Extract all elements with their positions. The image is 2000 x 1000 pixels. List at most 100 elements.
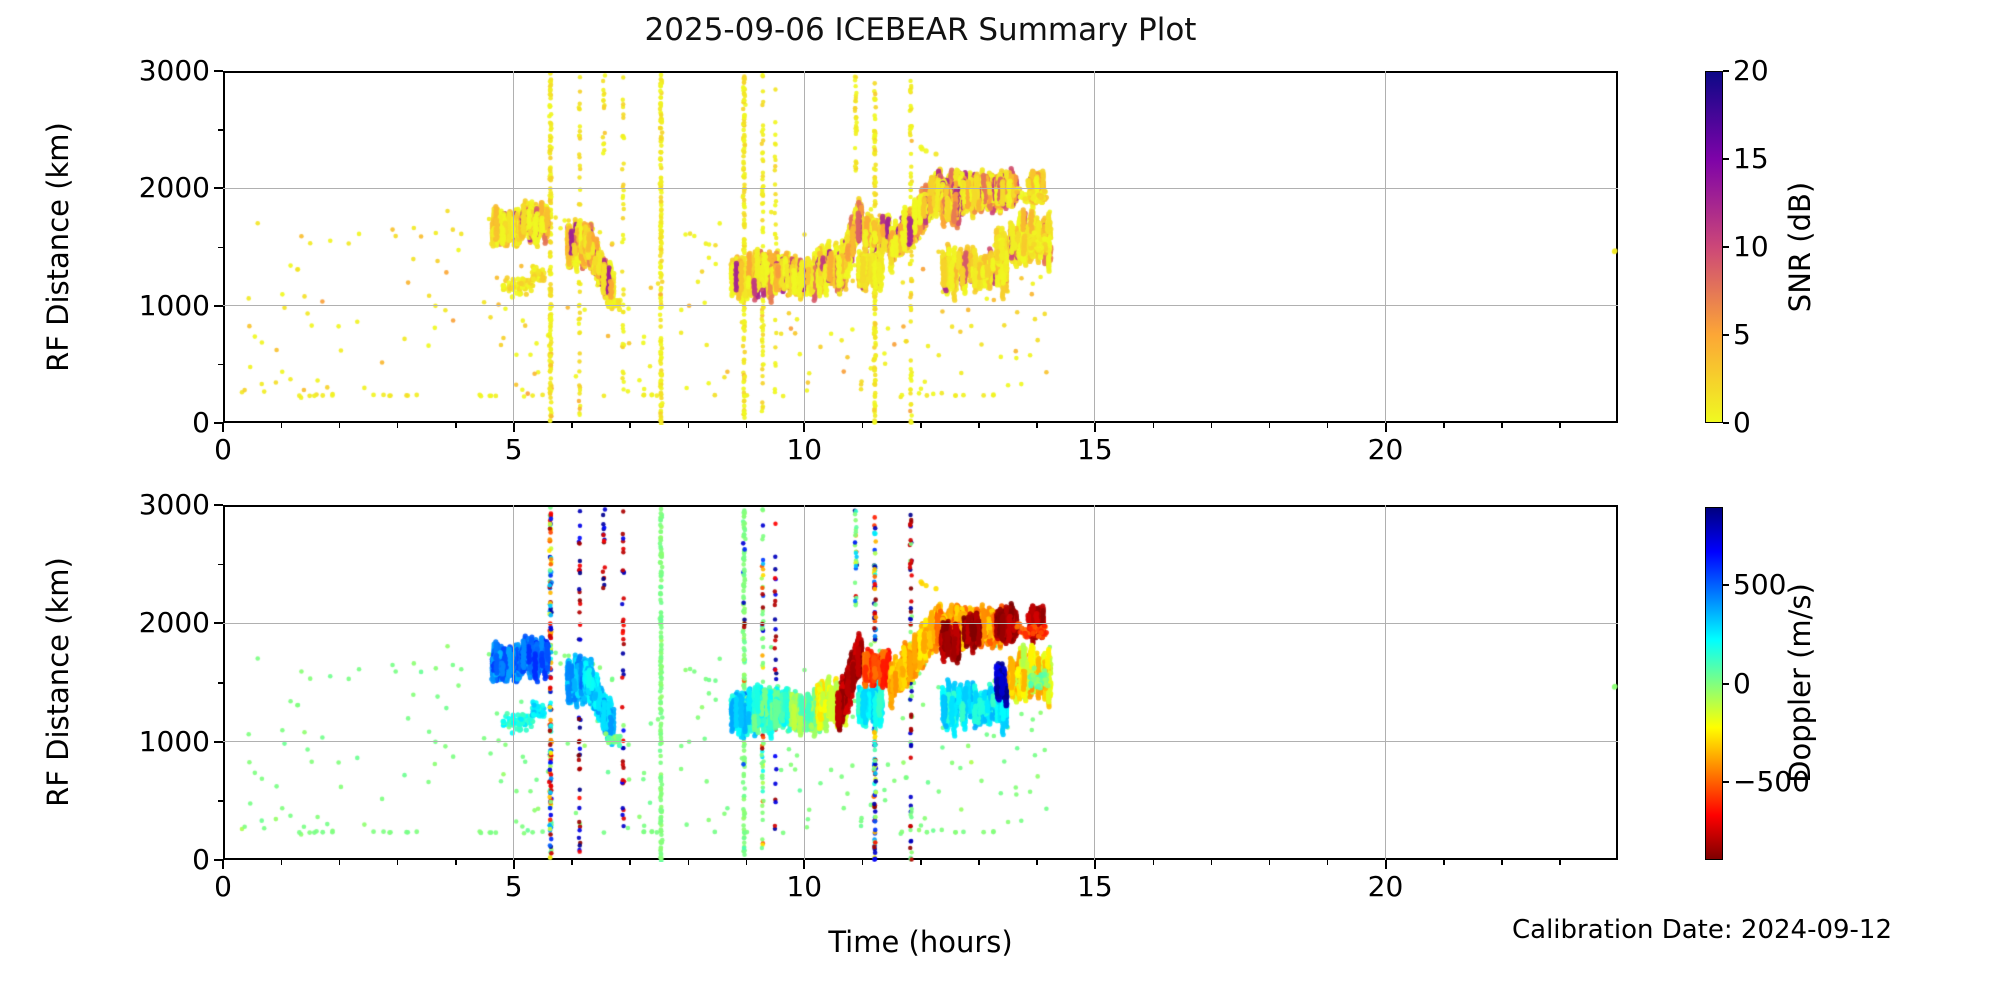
- vertical-gridline: [803, 505, 805, 860]
- x-tick-label: 5: [504, 870, 523, 903]
- y-tick-label: 2000: [138, 606, 210, 640]
- x-minor-tick: [1559, 860, 1561, 865]
- x-minor-tick: [396, 860, 399, 865]
- x-major-tick: [1384, 423, 1387, 432]
- x-tick-label: 15: [1077, 870, 1113, 903]
- x-major-tick: [1384, 860, 1387, 869]
- colorbar-tick: [1723, 70, 1729, 72]
- x-tick-label: 20: [1367, 870, 1404, 903]
- y-tick-label: 3000: [138, 488, 210, 521]
- y-tick-label: 1000: [138, 288, 210, 322]
- doppler-scatter-canvas: [225, 507, 1620, 862]
- x-minor-tick: [280, 423, 283, 428]
- vertical-gridline: [513, 71, 515, 423]
- y-minor-tick: [218, 129, 223, 131]
- x-axis-label: Time (hours): [828, 925, 1013, 959]
- colorbar-tick: [1723, 682, 1729, 685]
- y-major-tick: [214, 859, 223, 861]
- x-minor-tick: [1326, 423, 1329, 428]
- colorbar-tick: [1723, 780, 1729, 783]
- x-minor-tick: [455, 860, 457, 865]
- x-minor-tick: [1268, 860, 1271, 865]
- colorbar-tick-label: 0: [1733, 406, 1751, 439]
- x-tick-label: 20: [1367, 433, 1404, 466]
- x-tick-label: 5: [504, 433, 523, 466]
- vertical-gridline: [1385, 505, 1386, 860]
- x-minor-tick: [978, 860, 980, 865]
- colorbar-tick: [1723, 246, 1729, 248]
- x-minor-tick: [861, 423, 864, 428]
- x-minor-tick: [338, 423, 341, 428]
- y-tick-label: 3000: [138, 54, 210, 87]
- x-major-tick: [1093, 423, 1096, 432]
- y-minor-tick: [218, 363, 223, 366]
- y-axis-label-bottom: RF Distance (km): [41, 557, 75, 807]
- horizontal-gridline: [223, 741, 1618, 743]
- vertical-gridline: [1094, 71, 1096, 423]
- snr-scatter-canvas: [225, 73, 1620, 425]
- colorbar-tick-label: 10: [1733, 230, 1769, 263]
- vertical-gridline: [1385, 71, 1386, 423]
- y-major-tick: [214, 504, 223, 506]
- x-minor-tick: [629, 860, 631, 865]
- x-major-tick: [803, 860, 806, 869]
- x-minor-tick: [1559, 423, 1561, 428]
- x-major-tick: [512, 860, 515, 869]
- x-minor-tick: [1326, 860, 1329, 865]
- vertical-gridline: [513, 505, 515, 860]
- x-minor-tick: [1443, 860, 1445, 865]
- colorbar-tick: [1723, 422, 1729, 424]
- x-tick-label: 10: [786, 433, 823, 466]
- y-minor-tick: [218, 682, 223, 684]
- x-minor-tick: [1210, 423, 1213, 428]
- x-minor-tick: [920, 860, 922, 865]
- x-minor-tick: [745, 423, 748, 428]
- y-major-tick: [214, 70, 223, 72]
- vertical-gridline: [1094, 505, 1096, 860]
- x-minor-tick: [1501, 860, 1503, 865]
- colorbar-tick: [1723, 158, 1729, 160]
- x-tick-label: 10: [786, 870, 823, 903]
- colorbar-tick-label: 20: [1733, 54, 1769, 87]
- horizontal-gridline: [223, 187, 1618, 189]
- x-minor-tick: [1501, 423, 1503, 428]
- y-axis-label-top: RF Distance (km): [41, 122, 75, 372]
- x-major-tick: [1093, 860, 1096, 869]
- doppler-colorbar-label: Doppler (m/s): [1783, 583, 1817, 783]
- x-minor-tick: [861, 860, 864, 865]
- x-minor-tick: [1268, 423, 1271, 428]
- vertical-gridline: [803, 71, 805, 423]
- colorbar-tick: [1723, 584, 1729, 587]
- x-minor-tick: [978, 423, 980, 428]
- y-minor-tick: [218, 563, 223, 566]
- y-tick-label: 0: [192, 406, 210, 439]
- x-major-tick: [222, 860, 224, 869]
- y-major-tick: [214, 187, 223, 190]
- y-major-tick: [214, 740, 223, 743]
- calibration-date-text: Calibration Date: 2024-09-12: [1512, 915, 1892, 945]
- x-minor-tick: [1210, 860, 1213, 865]
- doppler-panel: [223, 505, 1620, 862]
- y-major-tick: [214, 622, 223, 625]
- y-minor-tick: [218, 246, 223, 248]
- x-tick-label: 0: [214, 433, 232, 466]
- x-minor-tick: [1443, 423, 1445, 428]
- x-tick-label: 0: [214, 870, 232, 903]
- y-major-tick: [214, 304, 223, 307]
- colorbar-tick-label: 500: [1733, 568, 1787, 602]
- colorbar-tick-label: 5: [1733, 318, 1751, 351]
- x-minor-tick: [920, 423, 922, 428]
- x-tick-label: 15: [1077, 433, 1113, 466]
- snr-colorbar-label: SNR (dB): [1783, 181, 1817, 313]
- colorbar-tick: [1723, 334, 1729, 336]
- y-tick-label: 2000: [138, 171, 210, 205]
- snr-colorbar: [1705, 71, 1723, 423]
- x-minor-tick: [338, 860, 341, 865]
- x-minor-tick: [1152, 423, 1154, 428]
- horizontal-gridline: [223, 622, 1618, 624]
- x-minor-tick: [396, 423, 399, 428]
- x-minor-tick: [1152, 860, 1154, 865]
- x-major-tick: [222, 423, 224, 432]
- x-minor-tick: [571, 423, 573, 428]
- y-minor-tick: [218, 800, 223, 802]
